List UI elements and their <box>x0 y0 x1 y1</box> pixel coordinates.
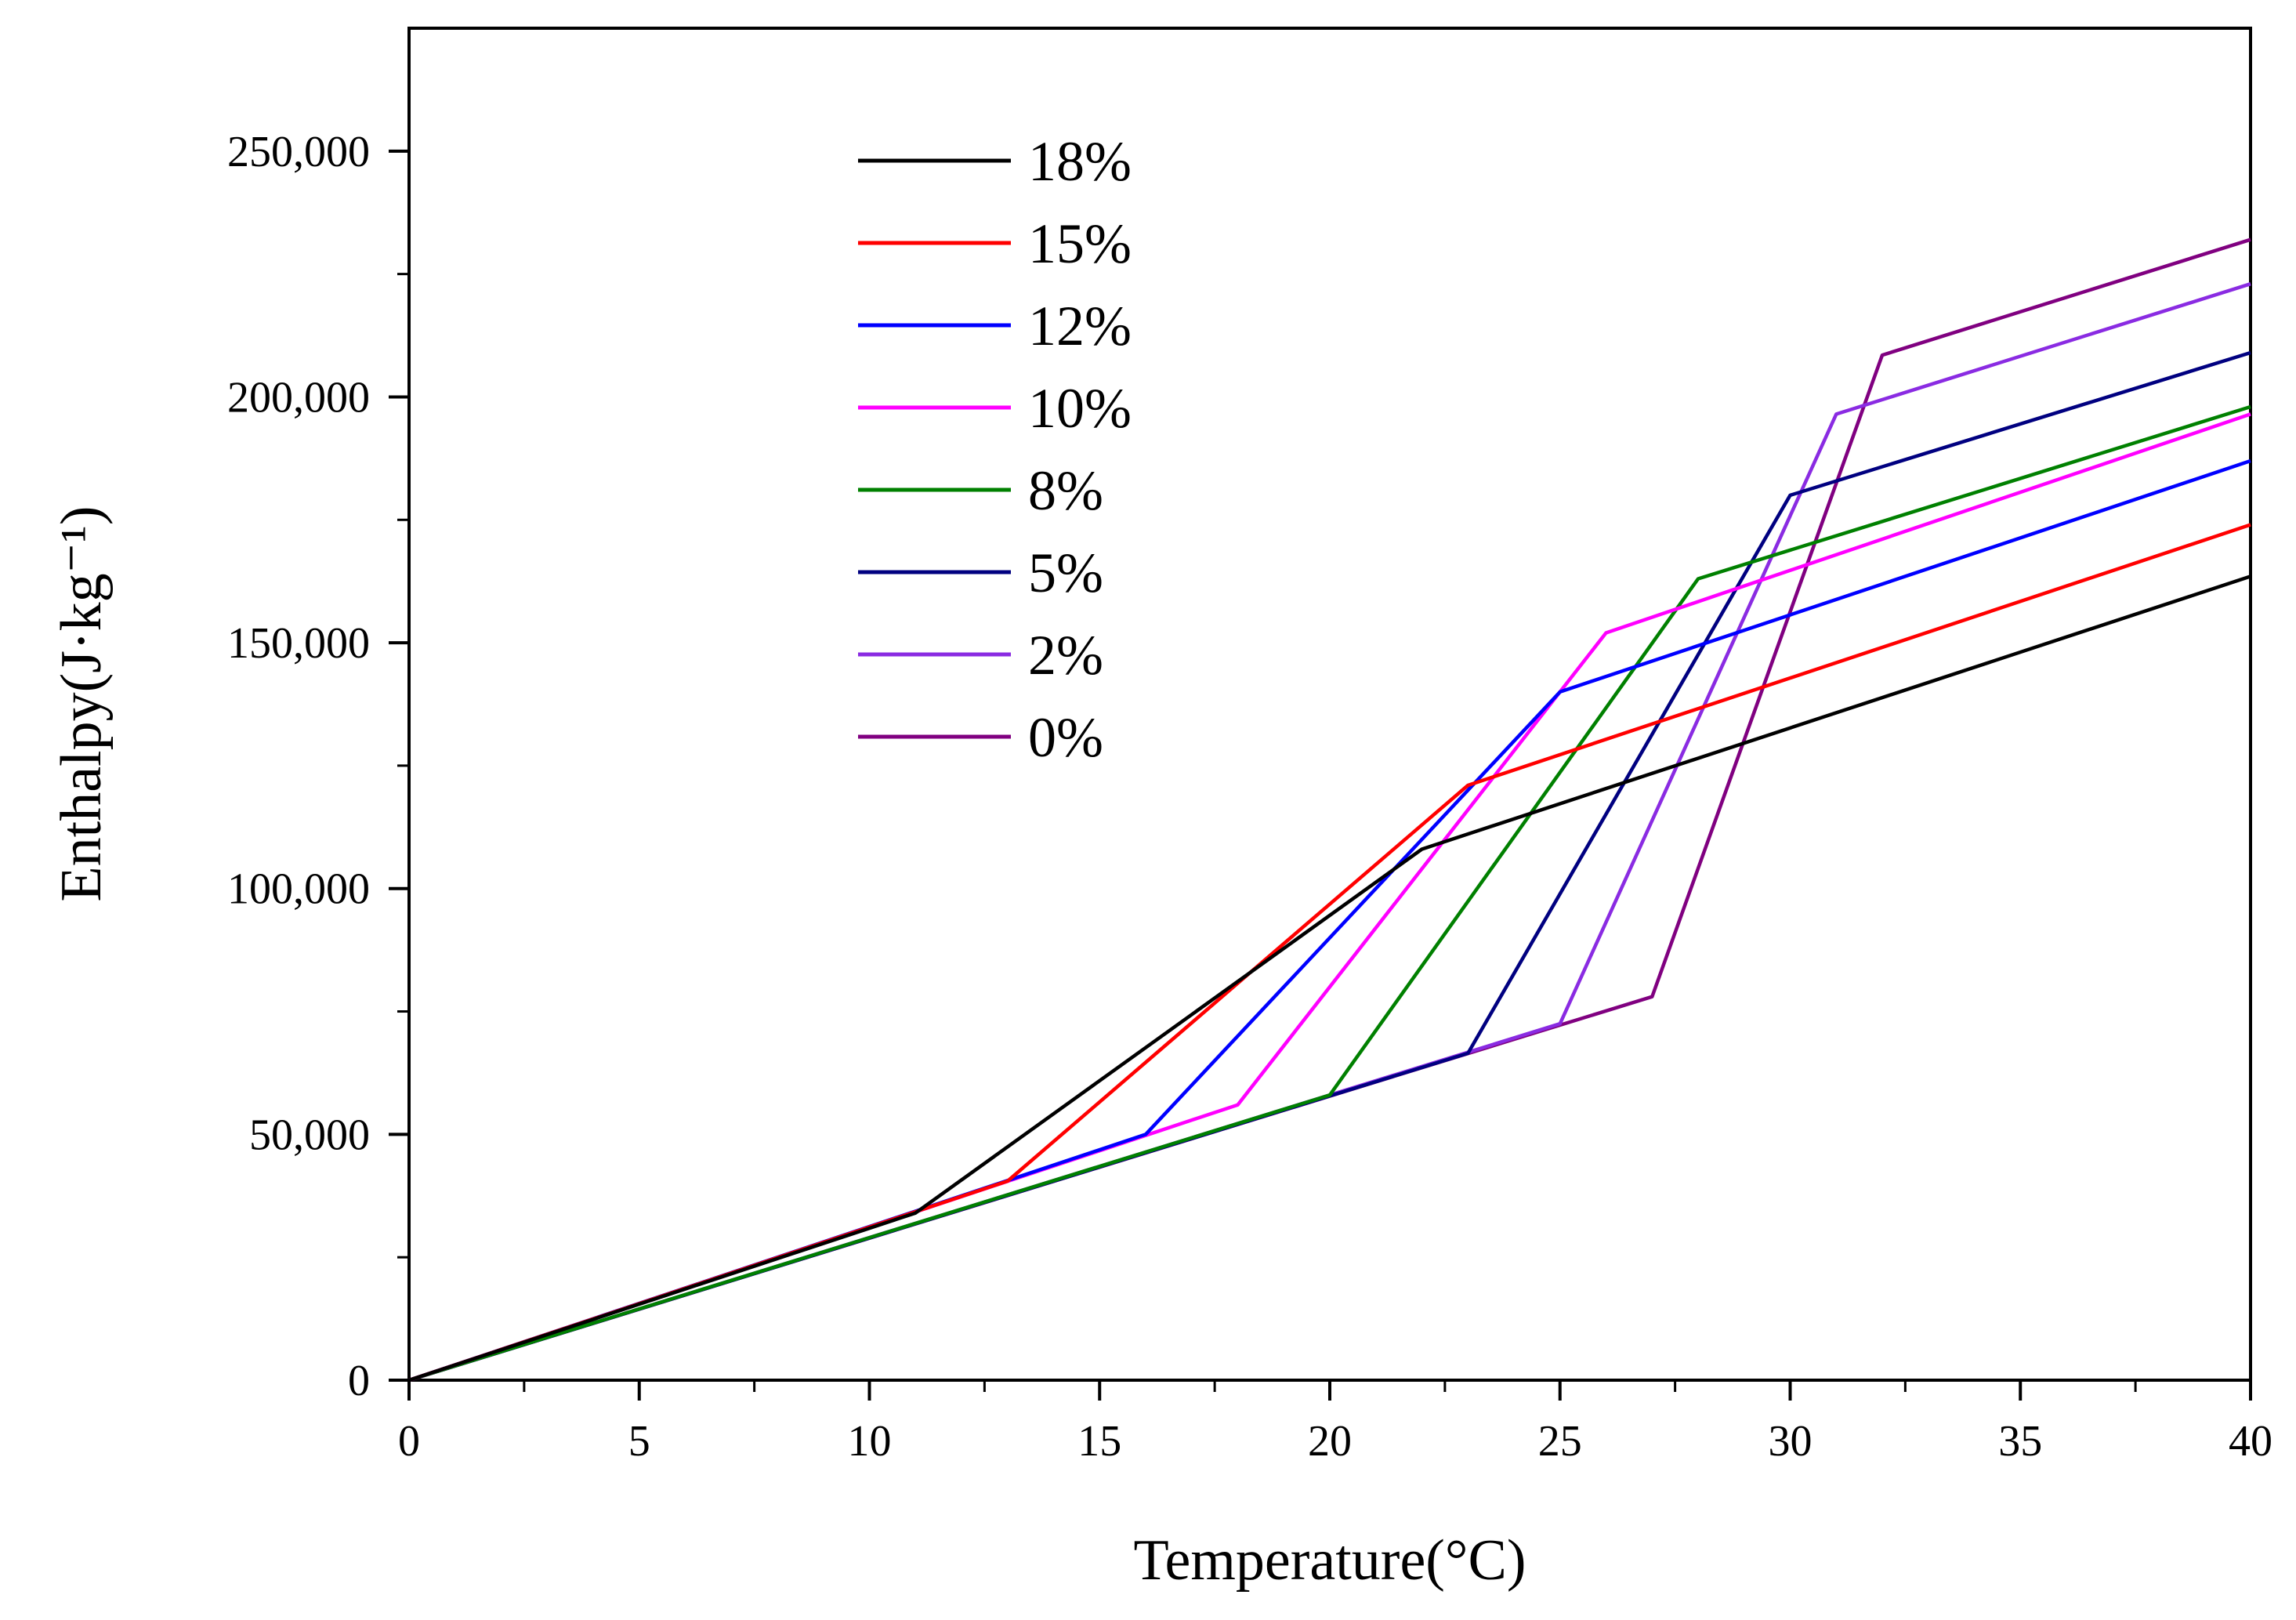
legend-label-3: 10% <box>1028 377 1132 440</box>
series-line-6 <box>408 282 2251 1383</box>
series-layer <box>408 237 2251 1383</box>
legend-label-7: 0% <box>1028 706 1103 769</box>
y-tick-label: 200,000 <box>227 373 370 422</box>
legend-label-5: 5% <box>1028 542 1103 604</box>
series-line-2 <box>408 458 2251 1383</box>
series-line-0 <box>408 574 2251 1383</box>
plot-frame <box>407 27 2252 1382</box>
y-tick-label: 50,000 <box>249 1111 370 1159</box>
x-tick-label: 5 <box>628 1417 650 1466</box>
legend-label-6: 2% <box>1028 624 1103 687</box>
legend-label-0: 18% <box>1028 130 1132 193</box>
series-line-1 <box>408 523 2251 1383</box>
x-tick-label: 15 <box>1077 1417 1121 1466</box>
x-tick-label: 20 <box>1308 1417 1352 1466</box>
y-tick-label: 250,000 <box>227 128 370 176</box>
x-tick-label: 40 <box>2229 1417 2272 1466</box>
y-axis-title: Enthalpy(J·kg⁻¹) <box>49 506 114 901</box>
x-tick-label: 30 <box>1769 1417 1813 1466</box>
series-line-7 <box>408 237 2251 1383</box>
legend-label-2: 12% <box>1028 295 1132 357</box>
x-tick-label: 10 <box>848 1417 892 1466</box>
y-tick-label: 0 <box>348 1357 370 1405</box>
legend-label-4: 8% <box>1028 459 1103 522</box>
x-tick-label: 35 <box>1998 1417 2042 1466</box>
legend: 18% 15% 12% 10% 8% 5% 2% 0% <box>858 130 1132 769</box>
x-tick-label: 25 <box>1538 1417 1582 1466</box>
ticks-layer: 0 5 10 15 20 25 30 35 40 0 50,000 100,000 150,000 200… <box>227 128 2272 1466</box>
x-axis-title: Temperature(°C) <box>1133 1528 1526 1593</box>
x-tick-label: 0 <box>398 1417 420 1466</box>
series-line-3 <box>408 412 2251 1383</box>
y-tick-label: 150,000 <box>227 619 370 668</box>
series-line-4 <box>408 404 2251 1383</box>
legend-label-1: 15% <box>1028 212 1132 275</box>
y-tick-label: 100,000 <box>227 865 370 914</box>
